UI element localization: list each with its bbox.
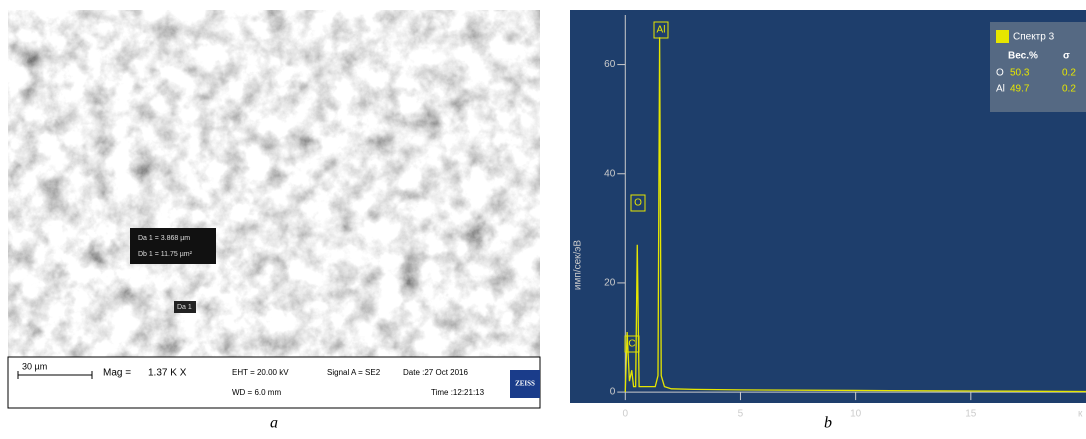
- legend-weight: 50.3: [1010, 68, 1030, 79]
- scale-bar: [17, 371, 93, 379]
- date: Date :27 Oct 2016: [403, 368, 468, 377]
- time: Time :12:21:13: [431, 388, 485, 397]
- legend-sigma: 0.2: [1062, 68, 1076, 79]
- logo: ZEISS: [515, 380, 535, 388]
- y-axis-label: имп/сек/эВ: [573, 240, 584, 290]
- y-tick-label: 40: [604, 168, 616, 179]
- peak-label: C: [628, 339, 635, 350]
- legend-header: Вес.%: [1008, 51, 1038, 62]
- wd: WD = 6.0 mm: [232, 388, 281, 397]
- peak-label-box: [630, 194, 646, 212]
- y-tick-label: 60: [604, 59, 616, 70]
- info-bar: [7, 356, 541, 409]
- legend-weight: 49.7: [1010, 84, 1030, 95]
- peak-label-box: [624, 335, 640, 353]
- measure-text: Da 1 = 3.868 µm: [138, 235, 190, 242]
- mag-label: Mag =: [103, 368, 131, 379]
- scale-text: 30 µm: [22, 361, 47, 371]
- sem-image: [8, 10, 540, 357]
- legend-header: σ: [1063, 51, 1070, 62]
- legend-entry: Спектр 3: [1013, 32, 1055, 43]
- eht: EHT = 20.00 kV: [232, 368, 289, 377]
- logo-box: [510, 370, 540, 398]
- legend-element: O: [996, 68, 1004, 79]
- peak-label: Al: [657, 25, 666, 36]
- caption: b: [824, 415, 832, 432]
- sem-panel: Da 1 = 3.868 µm Db 1 = 11.75 µm² Da 1 30…: [7, 10, 541, 409]
- legend-swatch: [996, 30, 1009, 43]
- marker-box: [174, 301, 196, 313]
- x-tick-label: 10: [850, 409, 862, 420]
- peak-label-box: [653, 21, 669, 39]
- measure-box: [130, 228, 216, 264]
- measure-text: Db 1 = 11.75 µm²: [138, 251, 193, 258]
- y-tick-label: 20: [604, 278, 616, 289]
- x-tick-label: 5: [738, 409, 744, 420]
- spectrum-line: [624, 37, 1086, 393]
- marker-text: Da 1: [177, 304, 192, 311]
- legend-element: Al: [996, 84, 1005, 95]
- x-tick-label: 15: [965, 409, 977, 420]
- signal: Signal A = SE2: [327, 368, 381, 377]
- peak-label: O: [634, 198, 642, 209]
- x-tick-label: 0: [623, 409, 629, 420]
- mag-value: 1.37 K X: [148, 368, 187, 379]
- x-axis-label: к: [1078, 409, 1083, 420]
- y-tick-label: 0: [610, 387, 616, 398]
- caption: a: [270, 415, 278, 432]
- legend-sigma: 0.2: [1062, 84, 1076, 95]
